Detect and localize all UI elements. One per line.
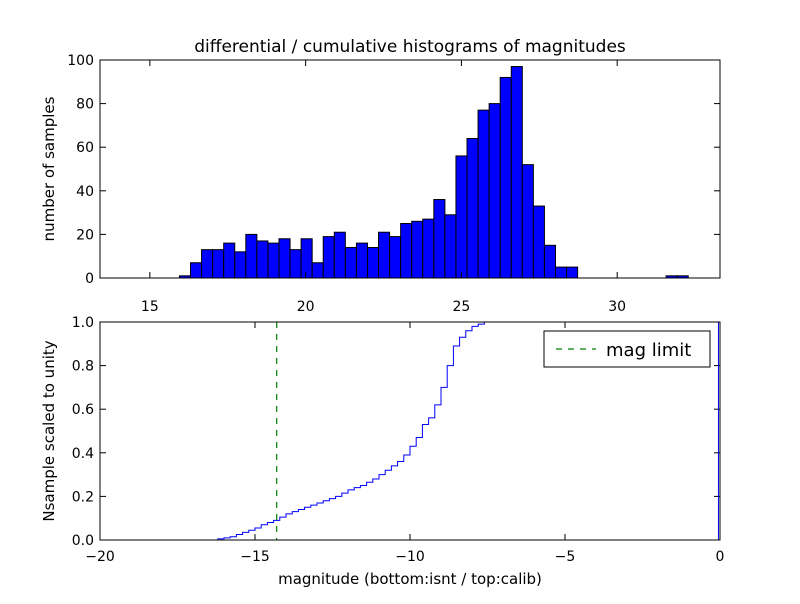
histogram-bar <box>256 240 269 279</box>
histogram-bar <box>488 103 501 279</box>
histogram-bar <box>466 137 479 279</box>
bottom-ticks-group: 0.0 0.2 0.4 0.6 0.8 1.0 −20 −15 −10 −5 0 <box>72 315 725 565</box>
top-x-tick-label: 15 <box>141 299 159 315</box>
histogram-bar <box>499 76 512 279</box>
histogram-bar <box>267 242 280 279</box>
top-y-tick-label: 80 <box>76 97 94 113</box>
top-y-axis-label: number of samples <box>40 96 58 241</box>
bottom-plot-frame <box>99 321 721 541</box>
bottom-y-tick-label: 0.4 <box>72 446 94 462</box>
histogram-bar <box>411 220 424 279</box>
histogram-bar <box>245 233 258 279</box>
top-x-tick-label: 30 <box>608 299 626 315</box>
top-y-tick-label: 0 <box>85 271 94 287</box>
histogram-bar <box>311 262 324 279</box>
top-y-tick-label: 20 <box>76 227 94 243</box>
histogram-bar <box>278 238 291 279</box>
top-x-tick-label: 25 <box>452 299 470 315</box>
histogram-bar <box>532 205 545 279</box>
bottom-y-tick-label: 1.0 <box>72 315 94 331</box>
histogram-bar <box>355 242 368 279</box>
histogram-bar <box>366 246 380 279</box>
histogram-bar <box>333 231 346 279</box>
histogram-bar <box>344 246 357 279</box>
bottom-x-tick-label: 0 <box>716 549 725 565</box>
top-y-tick-label: 60 <box>76 140 94 156</box>
histogram-bar <box>422 218 435 279</box>
top-x-tick-label: 20 <box>297 299 315 315</box>
bottom-x-tick-label: −5 <box>555 549 576 565</box>
histogram-bar <box>212 249 225 279</box>
top-bars-group <box>178 66 689 279</box>
histogram-bar <box>433 199 446 279</box>
bottom-y-axis-label: Nsample scaled to unity <box>40 340 58 521</box>
histogram-bar <box>389 236 402 279</box>
histogram-bar <box>400 223 413 279</box>
bottom-x-tick-label: −15 <box>240 549 270 565</box>
bottom-x-axis-label: magnitude (bottom:isnt / top:calib) <box>278 570 542 588</box>
histogram-bar <box>289 249 302 279</box>
histogram-bar <box>444 214 457 279</box>
histogram-bar <box>234 251 247 279</box>
legend-label-mag-limit: mag limit <box>606 340 691 361</box>
histogram-bar <box>510 66 523 279</box>
top-y-tick-label: 100 <box>67 53 94 69</box>
histogram-bar <box>201 249 214 279</box>
histogram-bar <box>455 155 468 279</box>
histogram-bar <box>190 262 203 279</box>
legend: mag limit <box>543 330 711 368</box>
bottom-x-tick-label: −20 <box>85 549 115 565</box>
histogram-bar <box>566 266 579 279</box>
histogram-bar <box>378 231 391 279</box>
histogram-bar <box>543 244 556 279</box>
bottom-y-tick-label: 0.2 <box>72 489 94 505</box>
bottom-x-tick-label: −10 <box>395 549 425 565</box>
bottom-y-tick-label: 0.8 <box>72 359 94 375</box>
top-ticks-group: 0 20 40 60 80 100 15 20 25 30 <box>67 53 720 315</box>
bottom-y-tick-label: 0.6 <box>72 402 94 418</box>
chart-title: differential / cumulative histograms of … <box>194 37 626 57</box>
bottom-y-tick-label: 0.0 <box>72 533 94 549</box>
histogram-bar <box>223 242 236 279</box>
cumulative-step-line <box>100 321 719 541</box>
histogram-bar <box>322 236 335 279</box>
histogram-bar <box>477 109 490 279</box>
top-y-tick-label: 40 <box>76 184 94 200</box>
top-histogram-panel: differential / cumulative histograms of … <box>40 37 721 315</box>
bottom-cumulative-panel: Nsample scaled to unity magnitude (botto… <box>40 315 724 588</box>
histogram-bar <box>554 266 568 279</box>
histogram-bar <box>521 164 534 279</box>
histogram-bar <box>300 238 313 279</box>
top-plot-frame <box>99 59 721 279</box>
